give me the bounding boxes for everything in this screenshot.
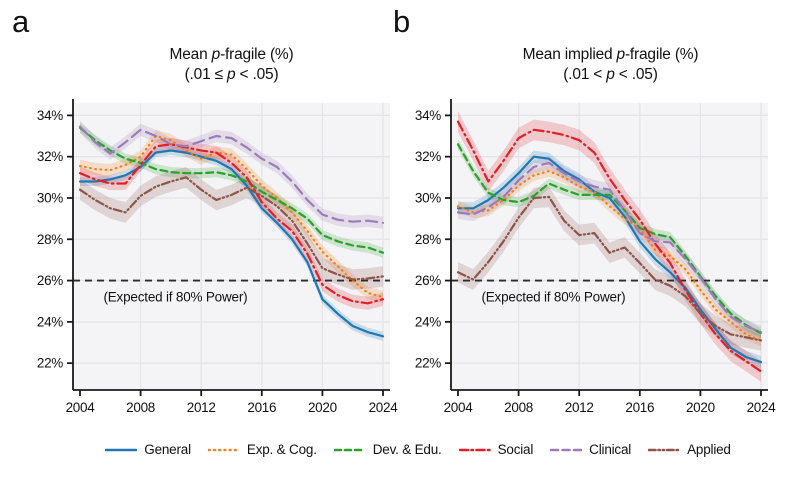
series-line-applied	[456, 195, 763, 342]
series-band-clinical	[80, 120, 383, 229]
legend-line-general-icon	[105, 448, 138, 451]
x-tick-label: 2016	[247, 400, 276, 415]
y-tick-label: 30%	[37, 190, 63, 205]
series-band-clinical	[458, 156, 761, 339]
series-line-dev-edu-	[456, 143, 763, 335]
x-tick-label: 2004	[66, 400, 96, 415]
chart-panel-b: (Expected if 80% Power) 34% 32% 30% 28% 26% 24…	[415, 99, 776, 415]
panel-b-title: Mean implied p-fragile (%) (.01 < p < .0…	[451, 45, 770, 86]
x-tick-label: 2004	[444, 400, 474, 415]
ref-line-label: (Expected if 80% Power)	[103, 290, 247, 305]
y-tick-label: 22%	[37, 356, 63, 371]
series-band-exp-cog-	[458, 165, 761, 347]
ref-line-label: (Expected if 80% Power)	[481, 290, 625, 305]
y-tick-label: 34%	[415, 108, 441, 123]
legend-item-applied: Applied	[648, 442, 731, 457]
series-line-exp-cog-	[78, 134, 385, 299]
series-line-clinical	[78, 125, 385, 224]
x-tick-label: 2020	[686, 400, 715, 415]
legend-label-general: General	[144, 442, 191, 457]
x-tick-label: 2016	[625, 400, 654, 415]
x-tick-label: 2012	[187, 400, 216, 415]
legend-item-dev-edu: Dev. & Edu.	[333, 442, 442, 457]
series-line-clinical	[456, 161, 763, 334]
y-tick-label: 22%	[415, 356, 441, 371]
legend: General Exp. & Cog. Dev. & Edu. Social C…	[50, 442, 786, 457]
y-tick-label: 24%	[37, 314, 63, 329]
legend-item-clinical: Clinical	[550, 442, 631, 457]
x-tick-label: 2008	[504, 400, 533, 415]
panel-b-title-line2: (.01 < p < .05)	[563, 66, 658, 84]
legend-line-exp-cog-icon	[207, 448, 240, 451]
legend-line-social-icon	[458, 448, 491, 451]
legend-item-exp-cog: Exp. & Cog.	[207, 442, 317, 457]
series-line-social	[456, 120, 763, 373]
legend-label-dev-edu: Dev. & Edu.	[372, 442, 442, 457]
legend-line-applied-icon	[648, 448, 681, 451]
series-line-social	[78, 143, 385, 305]
legend-item-social: Social	[458, 442, 534, 457]
x-tick-label: 2008	[126, 400, 155, 415]
series-line-general	[78, 149, 385, 338]
y-tick-label: 24%	[415, 314, 441, 329]
legend-item-general: General	[105, 442, 191, 457]
panel-a-title-line1: Mean p-fragile (%)	[169, 46, 294, 63]
y-tick-label: 30%	[415, 190, 441, 205]
x-tick-label: 2024	[369, 400, 398, 415]
y-tick-label: 26%	[37, 273, 63, 288]
y-tick-label: 34%	[37, 108, 63, 123]
legend-label-applied: Applied	[687, 442, 731, 457]
panel-b-title-line1: Mean implied p-fragile (%)	[522, 46, 699, 63]
panel-a-label: a	[12, 4, 29, 39]
chart-panel-a: (Expected if 80% Power) 34% 32% 30% 28% 26% 24…	[37, 99, 398, 415]
series-band-social	[458, 111, 761, 382]
y-tick-label: 28%	[415, 232, 441, 247]
legend-line-clinical-icon	[550, 448, 583, 451]
x-tick-label: 2012	[565, 400, 594, 415]
series-band-applied	[80, 167, 383, 290]
panel-b-label: b	[393, 4, 410, 39]
series-line-applied	[78, 176, 385, 281]
y-tick-label: 32%	[415, 149, 441, 164]
legend-label-clinical: Clinical	[589, 442, 632, 457]
y-tick-label: 26%	[415, 273, 441, 288]
x-tick-label: 2024	[747, 400, 776, 415]
legend-line-dev-edu-icon	[333, 448, 366, 451]
y-tick-label: 28%	[37, 232, 63, 247]
panel-a-title-line2: (.01 ≤ p < .05)	[184, 66, 279, 84]
legend-label-exp-cog: Exp. & Cog.	[246, 442, 317, 457]
series-line-dev-edu-	[78, 126, 385, 254]
series-band-exp-cog-	[80, 129, 383, 304]
legend-label-social: Social	[497, 442, 534, 457]
series-line-exp-cog-	[456, 169, 763, 342]
x-tick-label: 2020	[308, 400, 337, 415]
panel-a-title: Mean p-fragile (%) (.01 ≤ p < .05)	[73, 45, 390, 86]
series-band-dev-edu-	[458, 139, 761, 339]
y-tick-label: 32%	[37, 149, 63, 164]
